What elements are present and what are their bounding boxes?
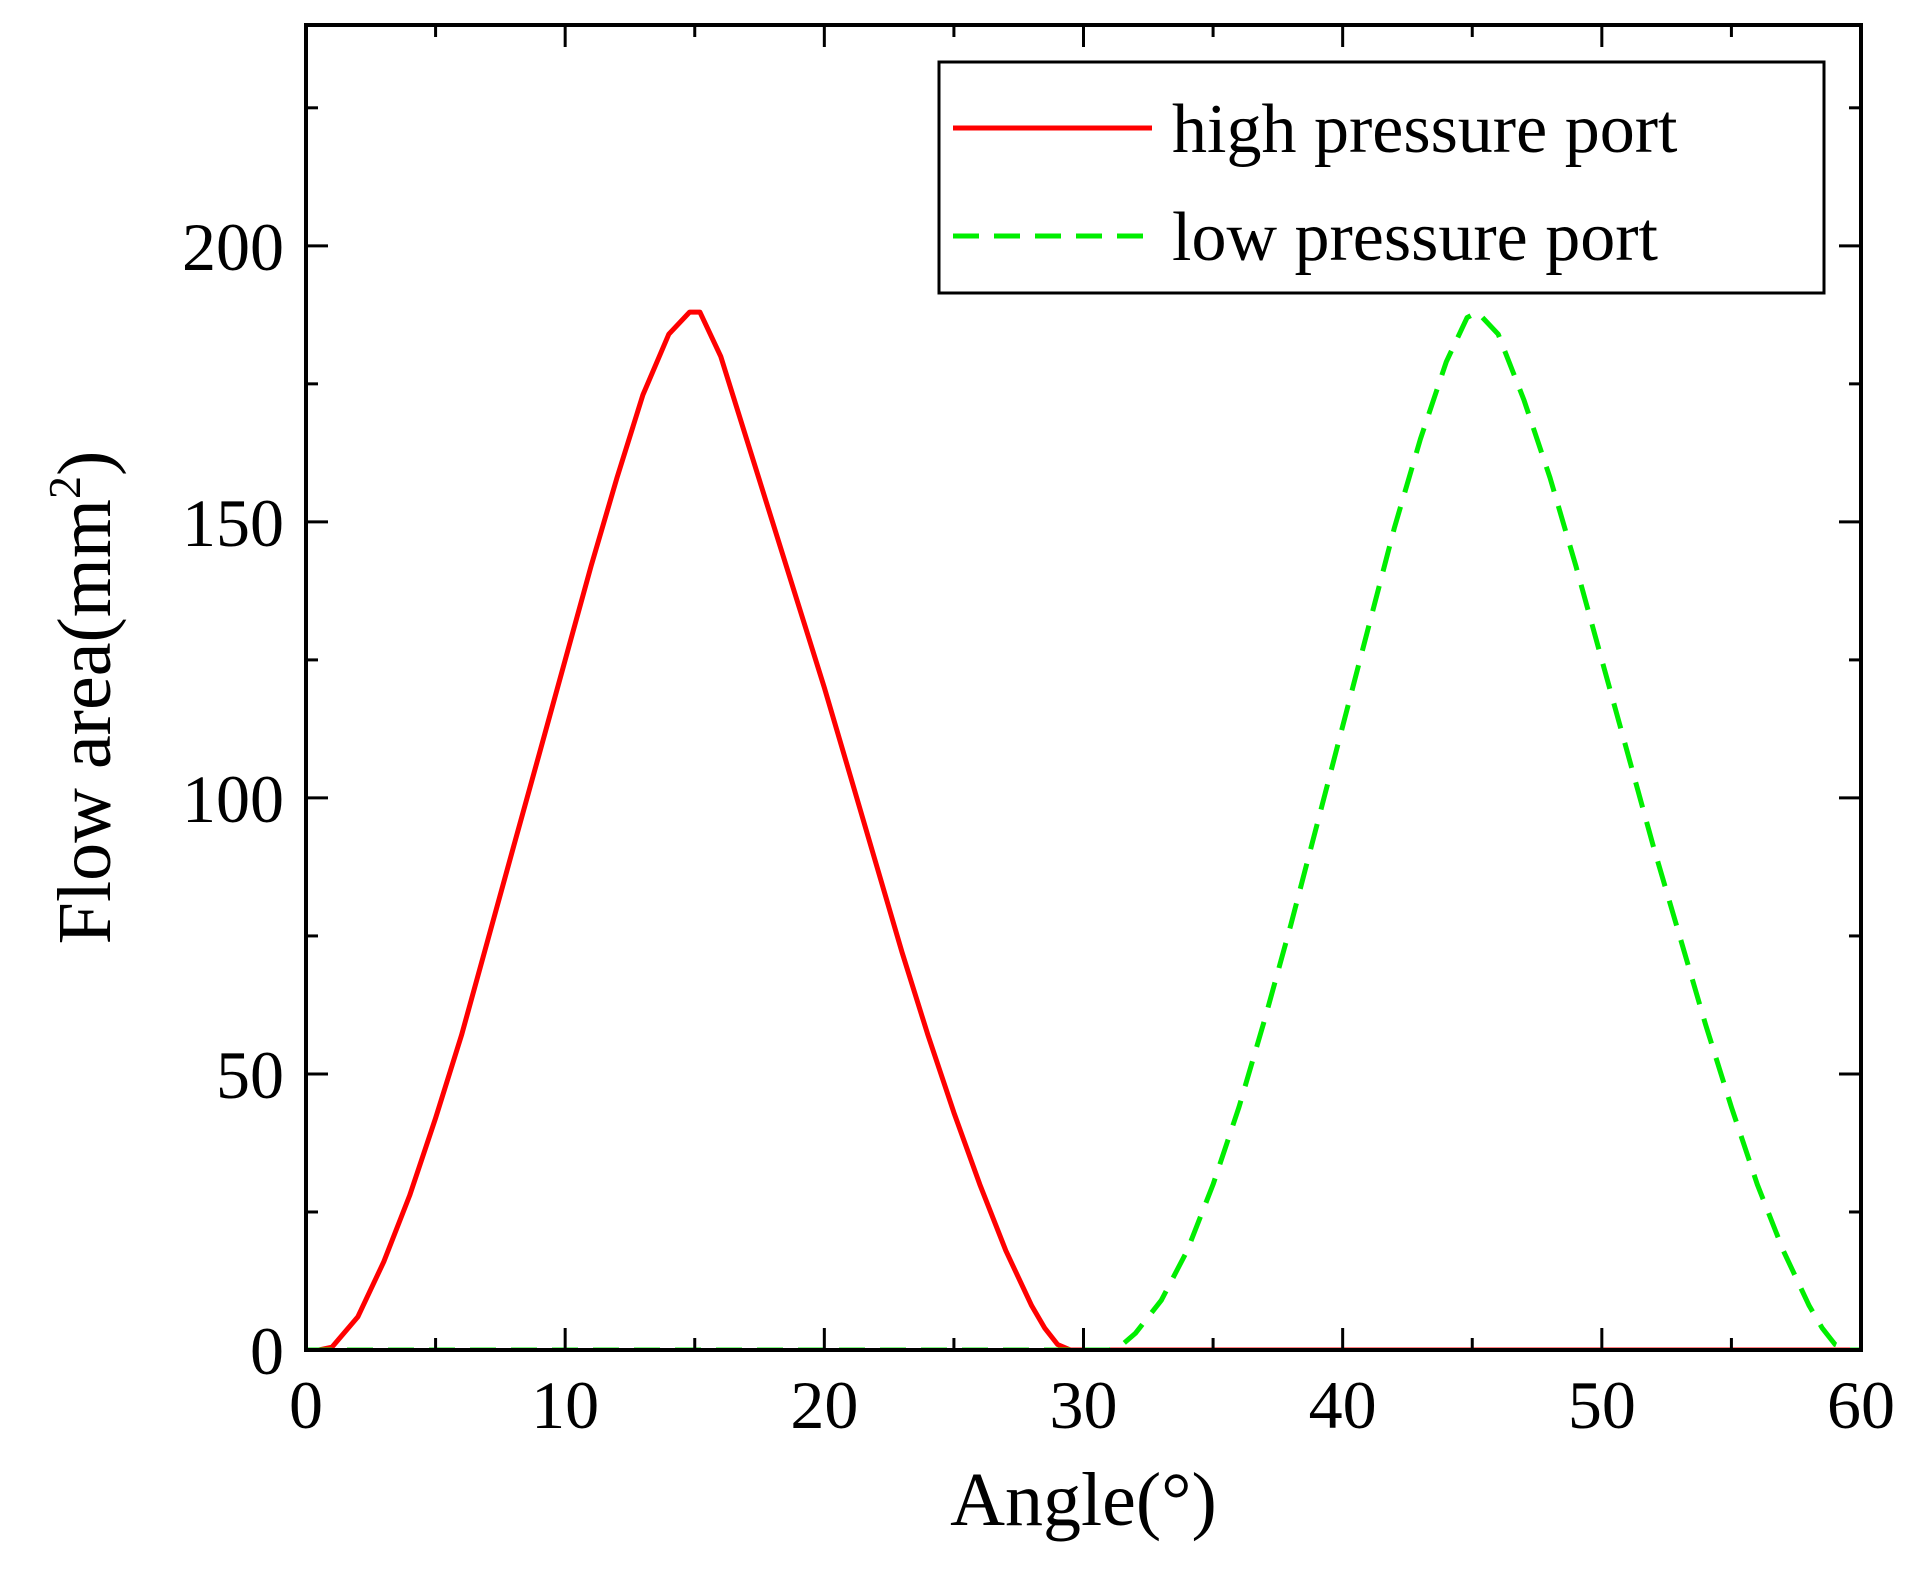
tick-label-layer: 0 10 20 30 40 50 60 0 50 100 150 200	[182, 209, 1895, 1443]
x-tick-label: 0	[289, 1367, 323, 1443]
x-tick-label: 20	[790, 1367, 858, 1443]
x-tick-label: 60	[1827, 1367, 1895, 1443]
y-tick-label: 200	[182, 209, 284, 285]
legend-label-high-pressure: high pressure port	[1172, 91, 1678, 168]
y-axis-title-suffix: )	[43, 451, 127, 476]
legend-label-low-pressure: low pressure port	[1172, 199, 1659, 276]
x-tick-label: 40	[1309, 1367, 1377, 1443]
y-tick-label: 50	[216, 1037, 284, 1113]
y-tick-label: 0	[250, 1313, 284, 1389]
series-layer	[306, 309, 1861, 1350]
y-tick-label: 150	[182, 485, 284, 561]
y-axis-title-superscript: 2	[39, 476, 90, 499]
y-tick-label: 100	[182, 761, 284, 837]
legend: high pressure port low pressure port	[937, 60, 1826, 295]
legend-box	[937, 60, 1826, 295]
tick-layer	[304, 25, 1863, 1352]
x-tick-label: 30	[1050, 1367, 1118, 1443]
x-tick-label: 10	[531, 1367, 599, 1443]
x-axis-title: Angle(°)	[950, 1458, 1217, 1542]
x-tick-label: 50	[1568, 1367, 1636, 1443]
y-axis-title: Flow area(mm2)	[39, 451, 127, 945]
series-line-high-pressure	[306, 309, 1861, 1350]
y-axis-title-prefix: Flow area(mm	[43, 499, 127, 944]
series-line-low-pressure	[306, 309, 1861, 1350]
